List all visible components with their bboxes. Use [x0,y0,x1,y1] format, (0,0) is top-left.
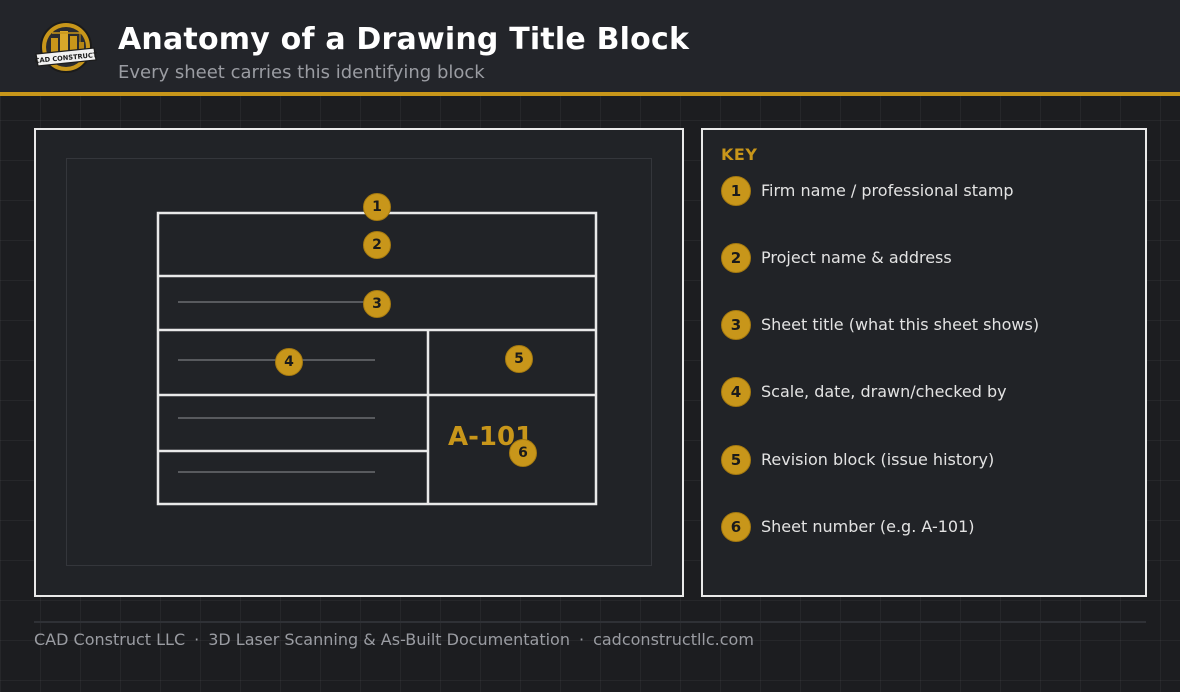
footer-company: CAD Construct LLC [34,630,186,649]
callout-1: 1 [363,193,391,221]
footer-website-link[interactable]: cadconstructllc.com [593,630,754,649]
key-title: KEY [721,145,758,164]
key-item: 1 Firm name / professional stamp [721,176,1131,206]
key-badge: 2 [721,243,751,273]
footer-rule [34,621,1146,623]
key-item: 2 Project name & address [721,243,1131,273]
drawing-sheet-panel: A-101 1 2 3 4 5 6 [34,128,684,597]
key-badge: 5 [721,445,751,475]
footer-service: 3D Laser Scanning & As-Built Documentati… [208,630,570,649]
key-item: 3 Sheet title (what this sheet shows) [721,310,1131,340]
key-text: Project name & address [761,248,952,267]
key-item: 4 Scale, date, drawn/checked by [721,377,1131,407]
key-item: 5 Revision block (issue history) [721,445,1131,475]
key-text: Revision block (issue history) [761,450,995,469]
page-subtitle: Every sheet carries this identifying blo… [118,62,485,83]
callout-6: 6 [509,439,537,467]
footer: CAD Construct LLC · 3D Laser Scanning & As… [34,630,754,649]
key-badge: 3 [721,310,751,340]
callout-2: 2 [363,231,391,259]
sheet-inner-border [66,158,652,566]
key-text: Sheet title (what this sheet shows) [761,315,1040,334]
callout-4: 4 [275,348,303,376]
key-badge: 4 [721,377,751,407]
header-bar: CAD CONSTRUCT Anatomy of a Drawing Title… [0,0,1180,92]
header-accent-rule [0,92,1180,96]
key-badge: 1 [721,176,751,206]
title-block-diagram [156,211,598,506]
company-logo: CAD CONSTRUCT [34,21,98,73]
key-text: Firm name / professional stamp [761,181,1014,200]
callout-5: 5 [505,345,533,373]
key-text: Sheet number (e.g. A-101) [761,517,975,536]
key-text: Scale, date, drawn/checked by [761,382,1007,401]
page-title: Anatomy of a Drawing Title Block [118,22,690,57]
callout-3: 3 [363,290,391,318]
key-panel: KEY 1 Firm name / professional stamp 2 P… [701,128,1147,597]
key-item: 6 Sheet number (e.g. A-101) [721,512,1131,542]
footer-separator: · [194,630,200,649]
key-badge: 6 [721,512,751,542]
footer-separator: · [578,630,585,649]
